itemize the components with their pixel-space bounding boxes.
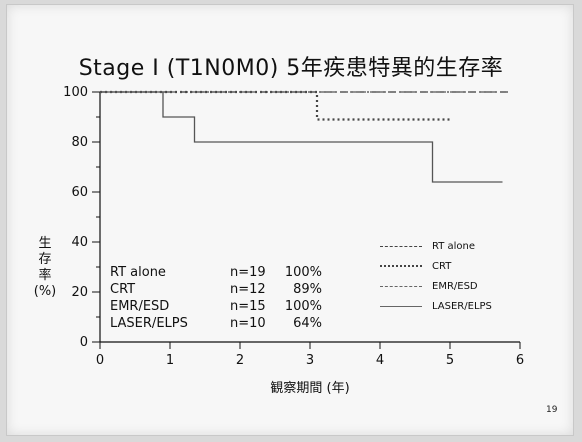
annotation-rate: 100% xyxy=(284,299,322,314)
annotation-name: RT alone xyxy=(110,265,166,280)
x-tick-label: 1 xyxy=(166,353,174,368)
series-line xyxy=(100,91,503,183)
series-line xyxy=(100,90,450,121)
annotation-n: n=19 xyxy=(230,265,266,280)
y-tick-label: 60 xyxy=(71,185,88,200)
chart-title: Stage I (T1N0M0) 5年疾患特異的生存率 xyxy=(78,56,504,81)
annotation-n: n=12 xyxy=(230,282,266,297)
x-tick-label: 6 xyxy=(516,353,524,368)
legend-label: RT alone xyxy=(432,240,476,252)
legend-label: EMR/ESD xyxy=(432,280,478,292)
legend-swatch xyxy=(380,265,422,267)
annotation-rate: 89% xyxy=(293,282,322,297)
page-number: 19 xyxy=(546,405,558,415)
y-axis-title: 生存率 (%) xyxy=(30,236,60,300)
y-axis-title-line: 存 xyxy=(38,252,52,267)
legend-label: CRT xyxy=(432,260,452,272)
y-tick-label: 0 xyxy=(80,335,88,350)
y-tick-label: 80 xyxy=(71,135,88,150)
annotation-rate: 100% xyxy=(284,265,322,280)
x-tick-label: 3 xyxy=(306,353,314,368)
legend-item: CRT xyxy=(380,256,492,276)
y-axis-title-line: 生 xyxy=(38,236,52,251)
y-tick-label: 100 xyxy=(63,85,88,100)
y-axis-title-line: 率 xyxy=(38,268,52,283)
legend-item: RT alone xyxy=(380,236,492,256)
x-tick-label: 5 xyxy=(446,353,454,368)
annotation-n: n=10 xyxy=(230,316,266,331)
legend: RT alone CRT EMR/ESD LASER/ELPS xyxy=(380,236,492,316)
annotation-name: LASER/ELPS xyxy=(110,316,188,331)
annotation-name: CRT xyxy=(110,282,136,297)
annotation-table: RT alone n=19 100% CRT n=12 89% EMR/ESD … xyxy=(110,265,322,333)
legend-item: LASER/ELPS xyxy=(380,296,492,316)
y-tick-label: 20 xyxy=(71,285,88,300)
y-axis-title-line: (%) xyxy=(33,284,57,299)
annotation-row: CRT n=12 89% xyxy=(110,282,322,299)
annotation-rate: 64% xyxy=(293,316,322,331)
annotation-name: EMR/ESD xyxy=(110,299,170,314)
legend-label: LASER/ELPS xyxy=(432,300,492,312)
legend-swatch xyxy=(380,305,422,307)
annotation-row: RT alone n=19 100% xyxy=(110,265,322,282)
annotation-row: EMR/ESD n=15 100% xyxy=(110,299,322,316)
x-tick-label: 4 xyxy=(376,353,384,368)
x-tick-label: 0 xyxy=(96,353,104,368)
legend-swatch xyxy=(380,245,422,247)
annotation-row: LASER/ELPS n=10 64% xyxy=(110,316,322,333)
legend-swatch xyxy=(380,285,422,287)
x-tick-label: 2 xyxy=(236,353,244,368)
x-axis-title: 観察期間 (年) xyxy=(270,381,350,396)
y-tick-label: 40 xyxy=(71,235,88,250)
slide-background xyxy=(6,4,574,436)
annotation-n: n=15 xyxy=(230,299,266,314)
legend-item: EMR/ESD xyxy=(380,276,492,296)
